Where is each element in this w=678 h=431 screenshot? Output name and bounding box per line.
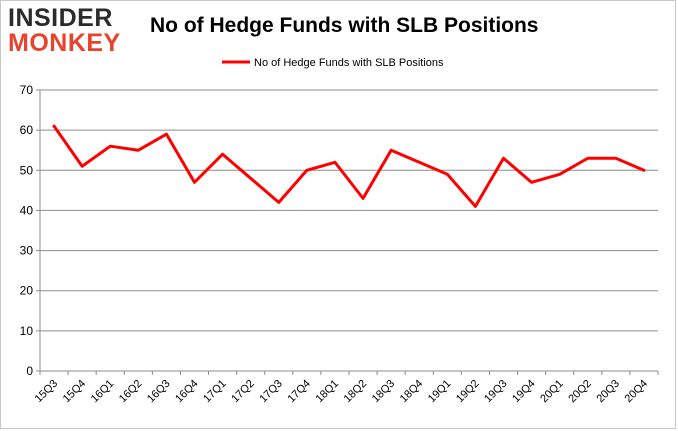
series-line-0 — [52, 124, 646, 208]
legend-label: No of Hedge Funds with SLB Positions — [254, 57, 444, 69]
x-tick-label: 17Q3 — [257, 378, 285, 406]
x-tick-label: 19Q3 — [482, 378, 510, 406]
x-tick-label: 19Q1 — [426, 378, 454, 406]
gridlines — [40, 89, 658, 332]
x-tick-label: 16Q2 — [117, 378, 145, 406]
y-tick-label: 40 — [20, 203, 34, 217]
legend: No of Hedge Funds with SLB Positions — [222, 57, 444, 69]
x-tick-label: 18Q3 — [370, 378, 398, 406]
insider-monkey-logo: INSIDER MONKEY — [8, 6, 124, 56]
y-tick-label: 30 — [20, 244, 34, 258]
x-tick-label: 18Q1 — [314, 378, 342, 406]
x-tick-label: 16Q3 — [145, 378, 173, 406]
x-tick-label: 20Q4 — [623, 378, 651, 406]
x-tick-label: 15Q4 — [61, 378, 89, 406]
x-tick-label: 17Q2 — [229, 378, 257, 406]
y-tick-label: 0 — [26, 364, 33, 378]
y-tick-label: 50 — [20, 163, 34, 177]
x-tick-label: 20Q1 — [538, 378, 566, 406]
x-tick-label: 17Q1 — [201, 378, 229, 406]
y-axis-tick-labels: 0 10 20 30 40 50 60 70 — [20, 83, 34, 378]
x-tick-label: 20Q2 — [566, 378, 594, 406]
y-tick-label: 60 — [20, 123, 34, 137]
chart-title: No of Hedge Funds with SLB Positions — [150, 14, 539, 37]
x-tick-label: 16Q4 — [173, 378, 201, 406]
logo-line-2: MONKEY — [8, 29, 121, 57]
x-axis-tick-labels: 15Q3 15Q4 16Q1 16Q2 16Q3 16Q4 17Q1 17Q2 17Q3 17Q4… — [33, 378, 650, 406]
axes — [36, 89, 659, 375]
x-tick-label: 18Q4 — [398, 378, 426, 406]
logo-line-1: INSIDER — [8, 4, 113, 32]
y-tick-label: 70 — [20, 83, 34, 97]
x-tick-label: 16Q1 — [89, 378, 117, 406]
x-tick-label: 19Q4 — [510, 378, 538, 406]
x-tick-label: 19Q2 — [454, 378, 482, 406]
x-tick-label: 17Q4 — [285, 378, 313, 406]
y-tick-label: 10 — [20, 324, 34, 338]
y-tick-label: 20 — [20, 284, 34, 298]
series-lines — [52, 124, 646, 208]
x-tick-label: 20Q3 — [594, 378, 622, 406]
x-tick-label: 15Q3 — [33, 378, 61, 406]
x-tick-label: 18Q2 — [342, 378, 370, 406]
